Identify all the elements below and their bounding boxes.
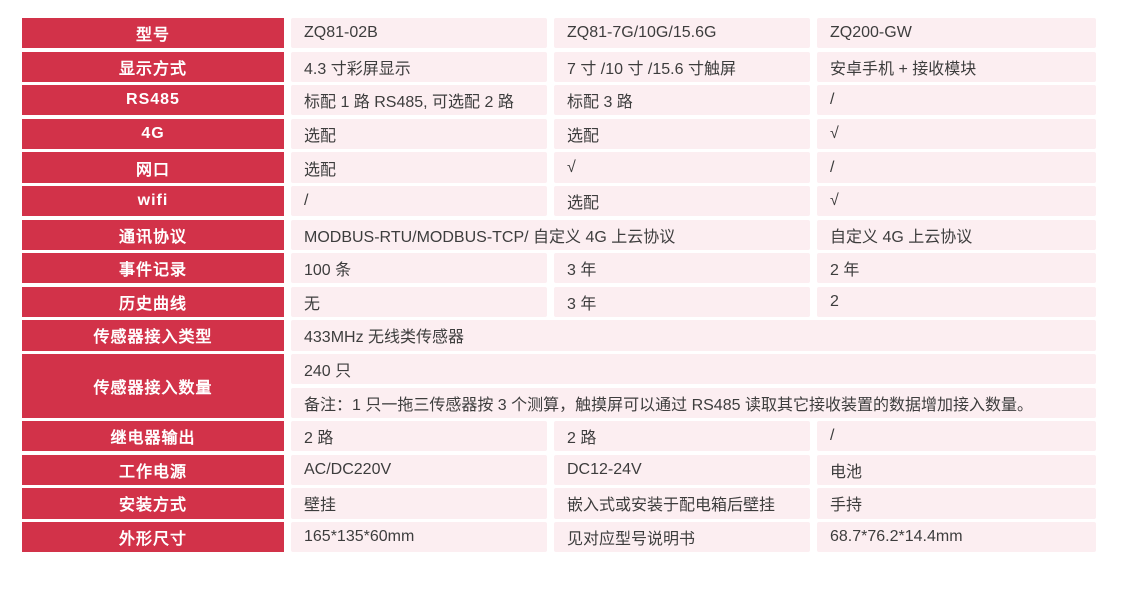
spec-cell-r1-c0: 4.3 寸彩屏显示	[291, 51, 547, 82]
spec-cell-r8-c1: 3 年	[554, 286, 810, 318]
spec-cell-r7-c1: 3 年	[554, 253, 810, 284]
spec-cell-r1-c2: 安卓手机 + 接收模块	[817, 51, 1096, 82]
spec-cell-r4-c2: /	[817, 152, 1096, 183]
spec-cell-r6-c0: MODBUS-RTU/MODBUS-TCP/ 自定义 4G 上云协议	[291, 219, 810, 250]
row-label-6: 通讯协议	[22, 219, 284, 250]
row-label-11: 继电器输出	[22, 421, 284, 452]
row-label-0: 型号	[22, 18, 284, 49]
spec-cell-r3-c0: 选配	[291, 118, 547, 150]
spec-cell-r3-c2: √	[817, 118, 1096, 150]
row-label-1: 显示方式	[22, 51, 284, 82]
row-label-5: wifi	[22, 185, 284, 217]
spec-table: 型号 ZQ81-02B ZQ81-7G/10G/15.6G ZQ200-GW 显示方式 4…	[22, 18, 1096, 553]
spec-cell-r4-c0: 选配	[291, 152, 547, 183]
spec-cell-r6-c1: 自定义 4G 上云协议	[817, 219, 1096, 250]
spec-cell-r13-c2: 手持	[817, 488, 1096, 519]
spec-cell-r14-c0: 165*135*60mm	[291, 521, 547, 553]
row-label-14: 外形尺寸	[22, 521, 284, 553]
spec-cell-r4-c1: √	[554, 152, 810, 183]
spec-cell-r2-c2: /	[817, 85, 1096, 116]
spec-cell-r9-c0: 433MHz 无线类传感器	[291, 320, 1096, 351]
row-label-3: 4G	[22, 118, 284, 150]
spec-cell-r2-c0: 标配 1 路 RS485, 可选配 2 路	[291, 85, 547, 116]
spec-cell-r11-c0: 2 路	[291, 421, 547, 452]
spec-cell-r5-c2: √	[817, 185, 1096, 217]
row-label-12: 工作电源	[22, 454, 284, 486]
row-label-13: 安装方式	[22, 488, 284, 519]
spec-cell-r8-c2: 2	[817, 286, 1096, 318]
spec-cell-r10-c0: 备注：1 只一拖三传感器按 3 个测算，触摸屏可以通过 RS485 读取其它接收…	[291, 387, 1096, 418]
spec-cell-r1-c1: 7 寸 /10 寸 /15.6 寸触屏	[554, 51, 810, 82]
row-label-4: 网口	[22, 152, 284, 183]
row-label-10: 传感器接入数量	[22, 353, 284, 418]
spec-cell-r11-c1: 2 路	[554, 421, 810, 452]
spec-cell-r10-c0: 240 只	[291, 353, 1096, 385]
spec-cell-r0-c1: ZQ81-7G/10G/15.6G	[554, 18, 810, 49]
spec-cell-r0-c0: ZQ81-02B	[291, 18, 547, 49]
spec-cell-r3-c1: 选配	[554, 118, 810, 150]
spec-cell-r7-c0: 100 条	[291, 253, 547, 284]
spec-cell-r13-c1: 嵌入式或安装于配电箱后壁挂	[554, 488, 810, 519]
spec-cell-r5-c1: 选配	[554, 185, 810, 217]
row-label-9: 传感器接入类型	[22, 320, 284, 351]
spec-cell-r8-c0: 无	[291, 286, 547, 318]
row-label-8: 历史曲线	[22, 286, 284, 318]
spec-cell-r12-c0: AC/DC220V	[291, 454, 547, 486]
spec-cell-r12-c1: DC12-24V	[554, 454, 810, 486]
spec-cell-r12-c2: 电池	[817, 454, 1096, 486]
spec-cell-r13-c0: 壁挂	[291, 488, 547, 519]
spec-cell-r0-c2: ZQ200-GW	[817, 18, 1096, 49]
row-label-2: RS485	[22, 85, 284, 116]
spec-cell-r5-c0: /	[291, 185, 547, 217]
spec-cell-r11-c2: /	[817, 421, 1096, 452]
row-label-7: 事件记录	[22, 253, 284, 284]
spec-cell-r2-c1: 标配 3 路	[554, 85, 810, 116]
spec-cell-r14-c2: 68.7*76.2*14.4mm	[817, 521, 1096, 553]
spec-cell-r7-c2: 2 年	[817, 253, 1096, 284]
spec-cell-r14-c1: 见对应型号说明书	[554, 521, 810, 553]
